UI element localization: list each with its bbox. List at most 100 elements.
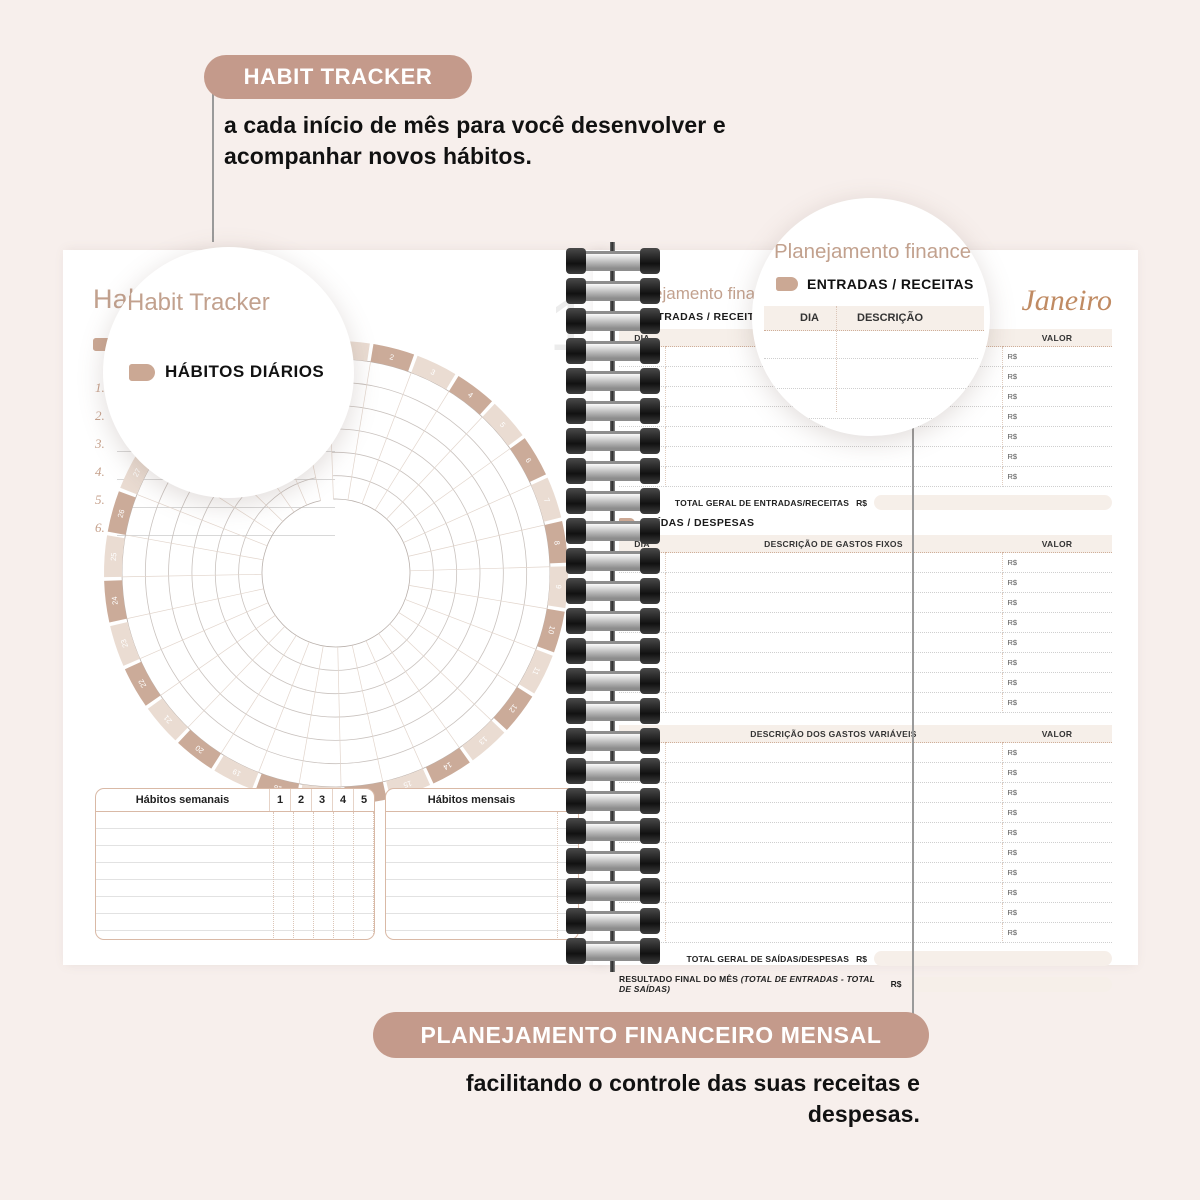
cell-value[interactable]: R$ [1002, 612, 1112, 633]
wheel-day-segment[interactable] [462, 720, 505, 761]
table-row[interactable] [386, 829, 578, 846]
table-row[interactable]: R$ [619, 592, 1112, 613]
cell-description[interactable] [665, 426, 1003, 447]
table-row[interactable]: R$ [619, 862, 1112, 883]
cell-description[interactable] [665, 802, 1003, 823]
cell-value[interactable]: R$ [1002, 822, 1112, 843]
cell-value[interactable]: R$ [1002, 426, 1112, 447]
table-row[interactable]: R$ [619, 762, 1112, 783]
table-row[interactable]: R$ [619, 632, 1112, 653]
wheel-day-segment[interactable] [110, 621, 140, 666]
cell-value[interactable]: R$ [1002, 466, 1112, 487]
table-body[interactable]: R$ R$ R$ R$ R$ R$ R$ R$ [619, 552, 1112, 713]
cell-description[interactable] [665, 842, 1003, 863]
table-body[interactable] [96, 812, 374, 939]
cell-value[interactable]: R$ [1002, 346, 1112, 367]
list-item[interactable]: 5. [95, 480, 335, 508]
cell-value[interactable]: R$ [1002, 902, 1112, 923]
weekly-habits-table[interactable]: Hábitos semanais 1 2 3 4 5 [95, 788, 375, 940]
cell-value[interactable]: R$ [1002, 802, 1112, 823]
table-row[interactable]: R$ [619, 692, 1112, 713]
wheel-day-segment[interactable] [544, 520, 568, 564]
cell-value[interactable]: R$ [1002, 632, 1112, 653]
list-item[interactable]: 6. [95, 508, 335, 536]
cell-description[interactable] [665, 672, 1003, 693]
table-body[interactable]: R$ R$ R$ R$ R$ R$ R$ R$ R$ R$ [619, 742, 1112, 943]
cell-value[interactable]: R$ [1002, 692, 1112, 713]
cell-description[interactable] [665, 592, 1003, 613]
wheel-day-segment[interactable] [537, 608, 565, 653]
cell-description[interactable] [665, 612, 1003, 633]
table-row[interactable]: R$ [619, 446, 1112, 467]
cell-description[interactable] [665, 822, 1003, 843]
cell-value[interactable]: R$ [1002, 446, 1112, 467]
wheel-day-segment[interactable] [214, 755, 259, 790]
wheel-day-segment[interactable] [411, 355, 456, 390]
wheel-day-segment[interactable] [448, 375, 493, 415]
wheel-day-segment[interactable] [104, 535, 125, 578]
cell-value[interactable]: R$ [1002, 572, 1112, 593]
table-row[interactable] [96, 863, 374, 880]
expenses-total-input[interactable] [874, 951, 1112, 966]
cell-description[interactable] [665, 922, 1003, 943]
table-row[interactable]: R$ [619, 552, 1112, 573]
badge-habit-tracker[interactable]: HABIT TRACKER [204, 55, 472, 99]
table-row[interactable]: R$ [619, 652, 1112, 673]
wheel-day-segment[interactable] [425, 747, 470, 784]
cell-description[interactable] [665, 882, 1003, 903]
table-row[interactable]: R$ [619, 902, 1112, 923]
badge-financial-planning[interactable]: PLANEJAMENTO FINANCEIRO MENSAL [373, 1012, 929, 1058]
cell-value[interactable]: R$ [1002, 762, 1112, 783]
table-row[interactable]: R$ [619, 882, 1112, 903]
cell-value[interactable]: R$ [1002, 386, 1112, 407]
table-row[interactable] [386, 812, 578, 829]
cell-value[interactable]: R$ [1002, 922, 1112, 943]
cell-value[interactable]: R$ [1002, 592, 1112, 613]
table-row[interactable] [386, 863, 578, 880]
table-row[interactable]: R$ [619, 742, 1112, 763]
monthly-habits-table[interactable]: Hábitos mensais [385, 788, 579, 940]
table-row[interactable]: R$ [619, 466, 1112, 487]
table-row[interactable]: R$ [619, 922, 1112, 943]
cell-description[interactable] [665, 692, 1003, 713]
wheel-day-segment[interactable] [147, 698, 188, 741]
table-row[interactable]: R$ [619, 672, 1112, 693]
table-row[interactable] [96, 846, 374, 863]
income-total-input[interactable] [874, 495, 1112, 510]
table-row[interactable]: R$ [619, 842, 1112, 863]
wheel-day-segment[interactable] [547, 566, 568, 609]
fixed-expenses-table[interactable]: DIA DESCRIÇÃO DE GASTOS FIXOS VALOR R$R$… [619, 535, 1112, 713]
wheel-day-segment[interactable] [124, 661, 161, 706]
cell-description[interactable] [665, 762, 1003, 783]
wheel-day-segment[interactable] [370, 344, 415, 372]
cell-value[interactable]: R$ [1002, 552, 1112, 573]
table-row[interactable] [386, 897, 578, 914]
cell-value[interactable]: R$ [1002, 672, 1112, 693]
wheel-day-segment[interactable] [178, 729, 221, 769]
cell-value[interactable]: R$ [1002, 406, 1112, 427]
cell-description[interactable] [665, 782, 1003, 803]
table-row[interactable]: R$ [619, 572, 1112, 593]
table-row[interactable] [96, 829, 374, 846]
write-line[interactable] [117, 489, 335, 508]
wheel-day-segment[interactable] [518, 649, 553, 694]
cell-value[interactable]: R$ [1002, 742, 1112, 763]
wheel-day-segment[interactable] [493, 687, 533, 730]
variable-expenses-table[interactable]: DIA DESCRIÇÃO DOS GASTOS VARIÁVEIS VALOR… [619, 725, 1112, 943]
cell-description[interactable] [665, 862, 1003, 883]
wheel-day-segment[interactable] [107, 491, 136, 535]
table-row[interactable]: R$ [619, 612, 1112, 633]
table-row[interactable] [386, 880, 578, 897]
cell-description[interactable] [665, 652, 1003, 673]
result-input[interactable] [908, 976, 1112, 992]
table-row[interactable] [96, 812, 374, 829]
cell-description[interactable] [665, 446, 1003, 467]
table-row[interactable] [386, 846, 578, 863]
cell-description[interactable] [665, 466, 1003, 487]
cell-value[interactable]: R$ [1002, 882, 1112, 903]
cell-value[interactable]: R$ [1002, 366, 1112, 387]
cell-description[interactable] [665, 742, 1003, 763]
cell-value[interactable]: R$ [1002, 652, 1112, 673]
write-line[interactable] [117, 517, 335, 536]
cell-description[interactable] [665, 572, 1003, 593]
